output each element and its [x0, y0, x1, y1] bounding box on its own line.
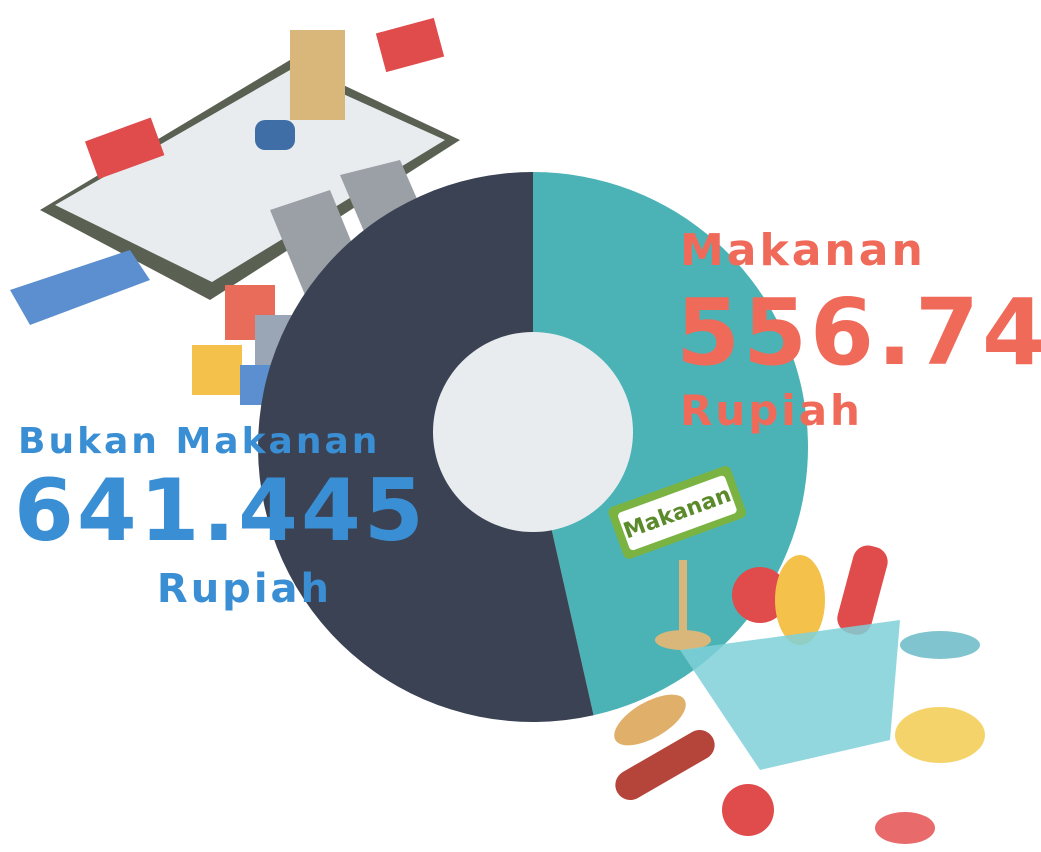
category-label: Bukan Makanan	[18, 421, 380, 462]
value-label: 641.445	[14, 461, 427, 561]
infographic: Makanan Makanan 556.741 Rupiah Bukan Mak…	[0, 0, 1041, 852]
unit-label: Rupiah	[680, 386, 863, 435]
category-label: Makanan	[680, 225, 926, 276]
unit-label: Rupiah	[157, 566, 332, 612]
donut-hole	[433, 332, 633, 532]
value-label: 556.741	[676, 279, 1041, 386]
